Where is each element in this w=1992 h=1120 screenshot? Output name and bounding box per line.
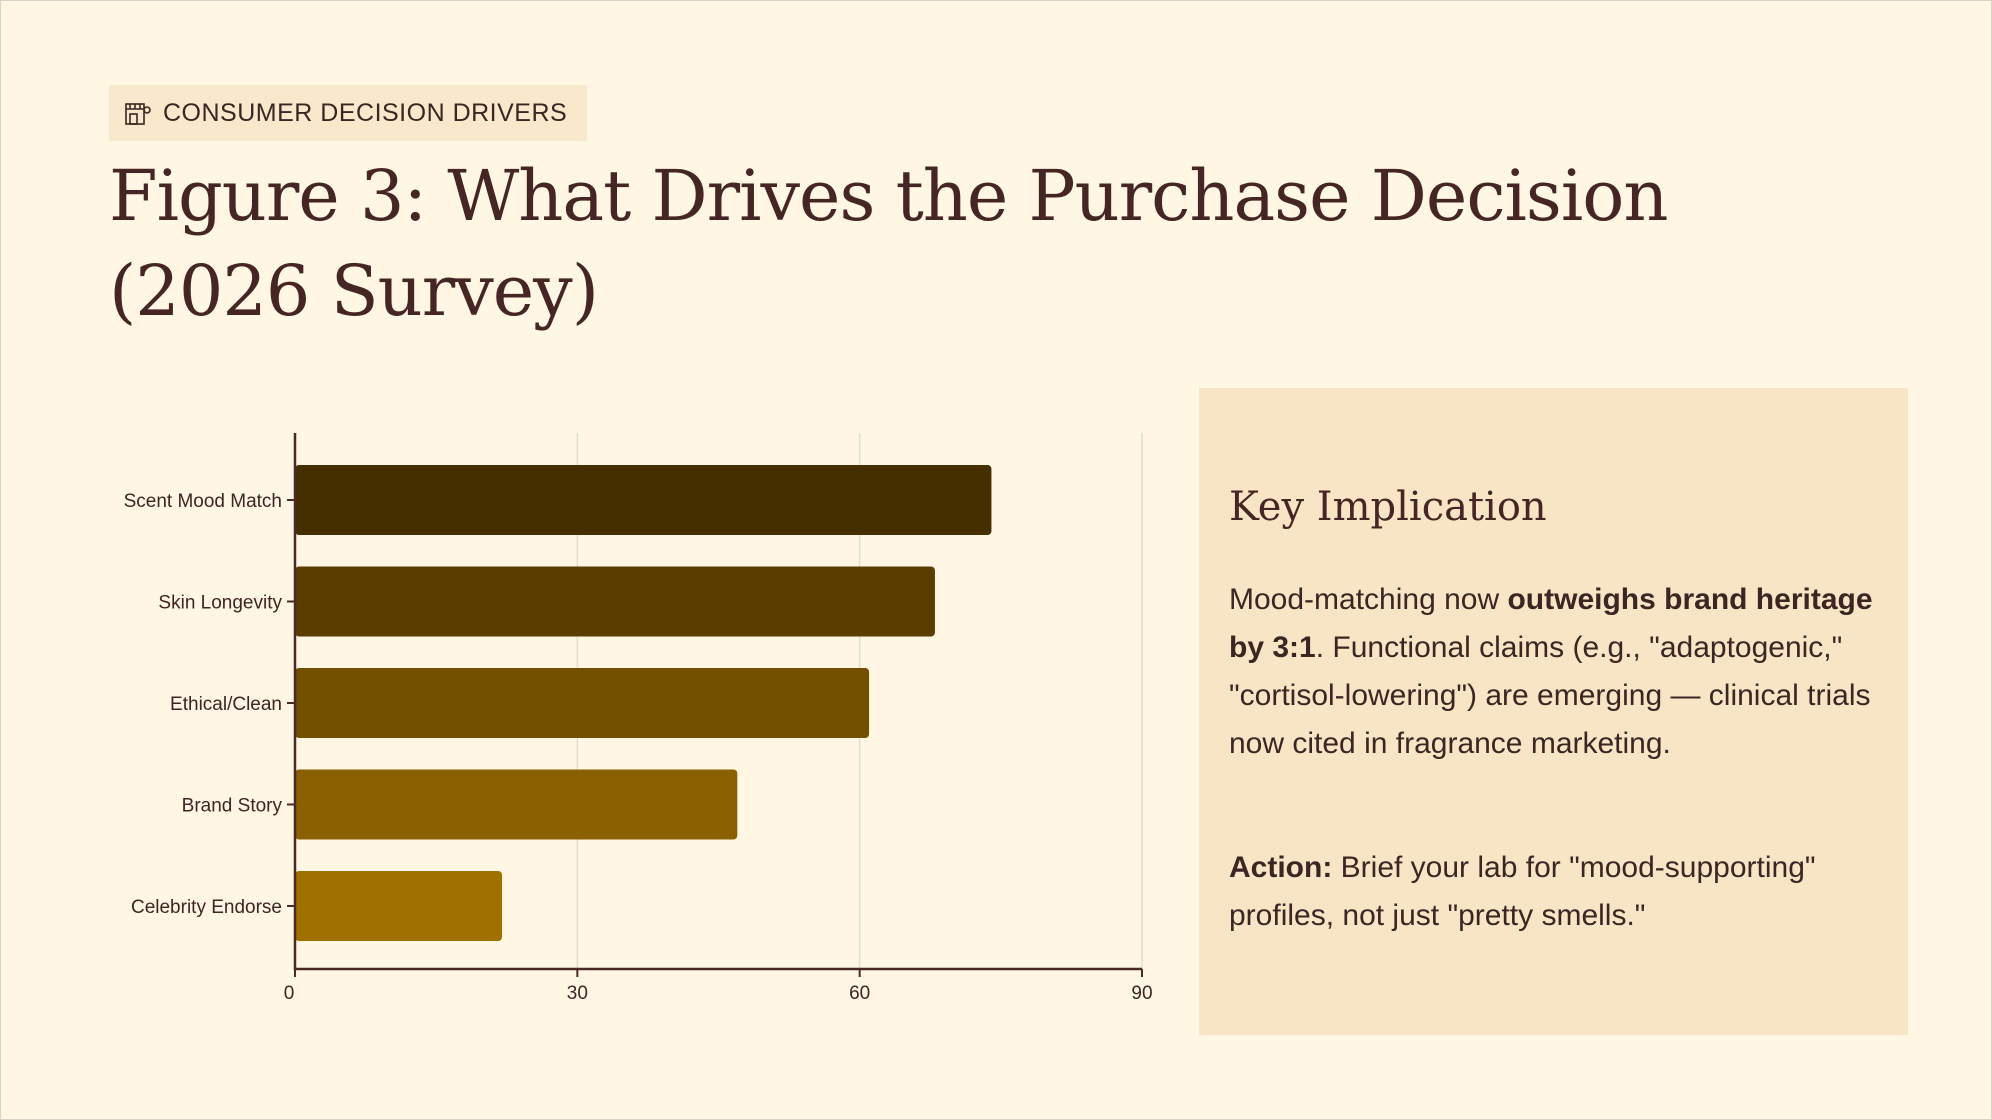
text-span: Brief your lab for "mood-supporting" pro…	[1229, 851, 1816, 932]
section-tag: CONSUMER DECISION DRIVERS	[109, 85, 588, 141]
x-tick-label: 0	[284, 983, 295, 1004]
text-span: . Functional claims (e.g., "adaptogenic,…	[1229, 631, 1871, 760]
bar-celebrity-endorse	[295, 871, 503, 941]
implication-text: Mood-matching now outweighs brand herita…	[1229, 576, 1879, 768]
bar-skin-longevity	[295, 566, 935, 637]
section-tag-label: CONSUMER DECISION DRIVERS	[163, 98, 568, 127]
y-tick-label: Scent Mood Match	[124, 491, 282, 512]
bar-chart: Scent Mood Match Skin Longevity Ethical/Cl…	[124, 433, 1153, 1004]
bar-brand-story	[295, 769, 738, 840]
key-implication-panel: Key Implication Mood-matching now outwei…	[1199, 388, 1908, 1035]
x-tick-label: 60	[849, 983, 870, 1004]
bar-scent-mood-match	[295, 465, 992, 535]
y-tick-label: Celebrity Endorse	[131, 897, 282, 918]
storefront-icon	[125, 103, 151, 125]
text-span: Mood-matching now	[1229, 583, 1508, 616]
x-tick-label: 90	[1131, 983, 1152, 1004]
panel-heading: Key Implication	[1229, 484, 1547, 530]
emphasis-text: outweighs brand heritage by 3:1	[1229, 583, 1873, 664]
bar-ethical-clean	[295, 668, 870, 738]
action-text: Action: Brief your lab for "mood-support…	[1229, 844, 1879, 940]
y-tick-label: Ethical/Clean	[170, 694, 282, 715]
y-tick-label: Skin Longevity	[158, 593, 282, 614]
page-title: Figure 3: What Drives the Purchase Decis…	[109, 155, 1668, 332]
y-tick-label: Brand Story	[182, 796, 283, 817]
action-label: Action:	[1229, 851, 1333, 884]
x-tick-label: 30	[567, 983, 588, 1004]
